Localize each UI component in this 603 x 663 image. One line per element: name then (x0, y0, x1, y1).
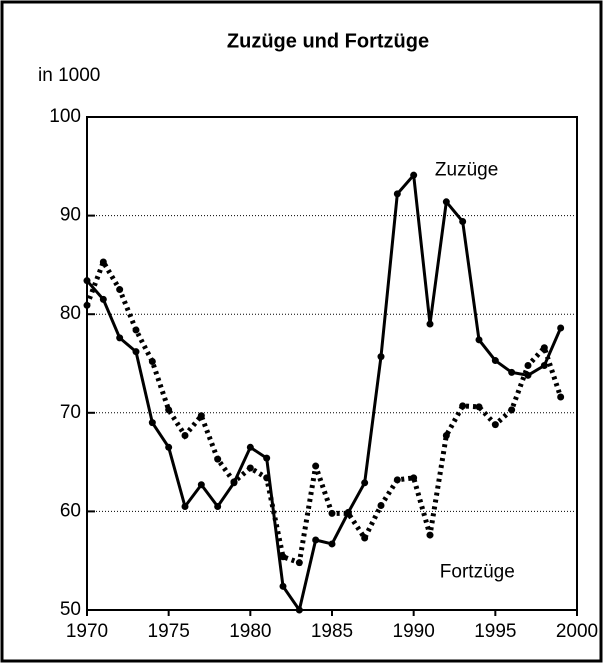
x-tick-label: 1975 (148, 621, 190, 642)
point (540, 344, 548, 352)
point (426, 320, 434, 328)
point (508, 406, 516, 414)
point (491, 421, 499, 429)
point (165, 443, 173, 451)
point (214, 455, 222, 463)
point (459, 402, 467, 410)
point (442, 198, 450, 206)
x-tick-label: 1985 (311, 621, 353, 642)
y-tick-label: 60 (60, 500, 81, 521)
series-label: Zuzüge (435, 159, 498, 180)
point (83, 277, 91, 285)
point (361, 479, 369, 487)
point (442, 431, 450, 439)
point (377, 501, 385, 509)
point (246, 443, 254, 451)
point (214, 502, 222, 510)
point (83, 301, 91, 309)
y-tick-label: 90 (60, 205, 81, 226)
point (508, 368, 516, 376)
point (540, 361, 548, 369)
point (99, 295, 107, 303)
point (557, 393, 565, 401)
point (475, 336, 483, 344)
point (524, 361, 532, 369)
point (148, 358, 156, 366)
y-tick-label: 70 (60, 402, 81, 423)
point (181, 502, 189, 510)
series-line (85, 171, 563, 614)
point (165, 406, 173, 414)
point (263, 474, 271, 482)
point (246, 464, 254, 472)
y-tick-label: 100 (49, 106, 81, 127)
point (295, 606, 303, 614)
x-tick-label: 1990 (393, 621, 435, 642)
point (181, 431, 189, 439)
point (148, 419, 156, 427)
point (197, 412, 205, 420)
point (132, 348, 140, 356)
x-tick-label: 1980 (229, 621, 271, 642)
series-label: Fortzüge (440, 562, 515, 583)
point (393, 190, 401, 198)
point (491, 357, 499, 365)
point (475, 403, 483, 411)
point (116, 334, 124, 342)
x-tick-label: 2000 (556, 621, 598, 642)
point (557, 324, 565, 332)
point (361, 534, 369, 542)
point (393, 476, 401, 484)
point (344, 509, 352, 517)
point (230, 478, 238, 486)
point (426, 531, 434, 539)
y-tick-label: 80 (60, 303, 81, 324)
point (312, 536, 320, 544)
y-axis-label: in 1000 (38, 65, 100, 86)
point (377, 353, 385, 361)
point (312, 462, 320, 470)
x-tick-label: 1995 (474, 621, 516, 642)
point (295, 559, 303, 567)
point (99, 258, 107, 266)
plot-frame (86, 116, 578, 611)
point (279, 582, 287, 590)
chart-title: Zuzüge und Fortzüge (227, 30, 429, 52)
point (263, 454, 271, 462)
point (459, 218, 467, 226)
point (410, 171, 418, 179)
point (279, 553, 287, 561)
x-tick-label: 1970 (66, 621, 108, 642)
point (328, 540, 336, 548)
point (132, 326, 140, 334)
point (197, 481, 205, 489)
y-tick-label: 50 (60, 599, 81, 620)
point (328, 509, 336, 517)
point (116, 286, 124, 294)
point (410, 474, 418, 482)
